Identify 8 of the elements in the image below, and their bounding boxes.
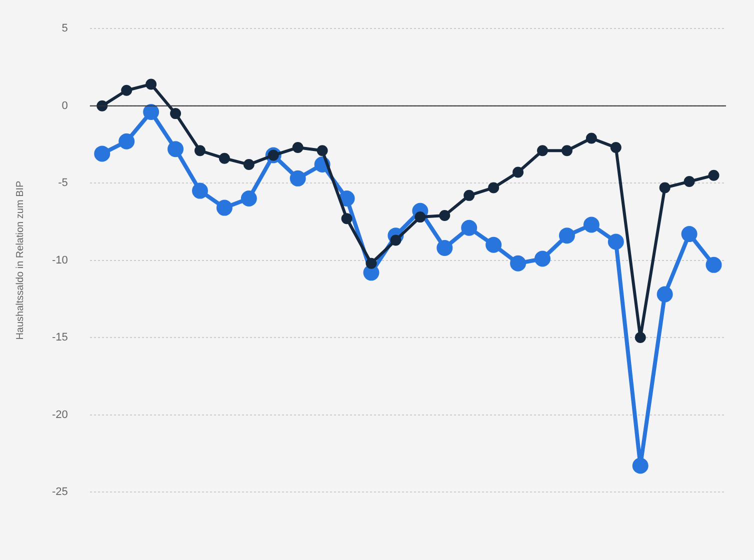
y-tick-label: -5: [58, 177, 68, 190]
y-tick-label: 5: [62, 22, 68, 35]
y-tick-label: -10: [52, 254, 68, 266]
y-tick-label: -25: [52, 486, 68, 498]
y-tick-label: 0: [62, 100, 68, 112]
y-axis-title: Haushaltssaldo in Relation zum BIP: [14, 180, 26, 340]
y-tick-label: -20: [52, 408, 68, 421]
y-tick-label: -15: [52, 332, 68, 344]
